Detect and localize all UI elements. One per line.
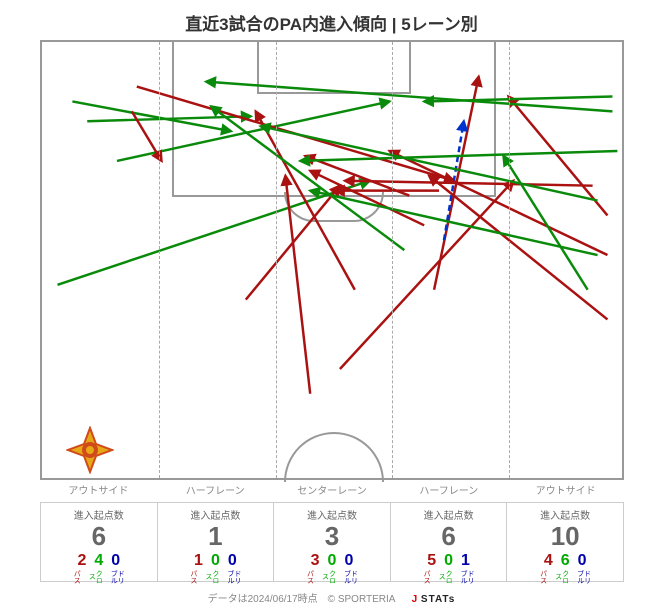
penalty-arc <box>284 192 384 222</box>
brand-stats: STATs <box>417 594 455 605</box>
arrow-cross <box>503 156 587 290</box>
cross-label: クロス <box>205 569 219 585</box>
chart-title: 直近3試合のPA内進入傾向 | 5レーン別 <box>0 10 663 35</box>
pass-label: パス <box>306 569 313 585</box>
pass-count: 1 <box>194 553 203 569</box>
lane-block: 進入起点数6501パスクロスドリブル <box>391 503 508 581</box>
dribble-label: ドリブル <box>460 569 474 585</box>
cross-count: 0 <box>328 553 337 569</box>
entry-label: 進入起点数 <box>391 507 507 522</box>
dribble-count: 0 <box>344 553 353 569</box>
dribble-count: 0 <box>228 553 237 569</box>
lane-label: アウトサイド <box>507 482 624 502</box>
lane-label: アウトサイド <box>40 482 157 502</box>
arrow-pass <box>132 111 162 161</box>
lane-block: 進入起点数6240パスクロスドリブル <box>41 503 158 581</box>
entry-count: 6 <box>391 522 507 551</box>
arrow-pass <box>508 97 607 216</box>
pass-count: 2 <box>77 553 86 569</box>
center-circle <box>284 432 384 482</box>
entry-label: 進入起点数 <box>274 507 390 522</box>
chart-container: 直近3試合のPA内進入傾向 | 5レーン別 アウトサイドハーフレーンセンターレー… <box>0 0 663 611</box>
six-yard-box <box>257 42 411 94</box>
pass-count: 4 <box>544 553 553 569</box>
dribble-label: ドリブル <box>577 569 591 585</box>
dribble-count: 0 <box>578 553 587 569</box>
entry-label: 進入起点数 <box>507 507 623 522</box>
cross-count: 6 <box>561 553 570 569</box>
entry-count: 1 <box>158 522 274 551</box>
pitch <box>40 40 624 480</box>
lane-labels: アウトサイドハーフレーンセンターレーンハーフレーンアウトサイド <box>40 482 624 502</box>
pass-count: 3 <box>311 553 320 569</box>
dribble-label: ドリブル <box>227 569 241 585</box>
cross-label: クロス <box>438 569 452 585</box>
entry-count: 3 <box>274 522 390 551</box>
pass-label: パス <box>190 569 197 585</box>
cross-label: クロス <box>88 569 102 585</box>
lane-stats: 進入起点数6240パスクロスドリブル進入起点数1100パスクロスドリブル進入起点… <box>40 502 624 582</box>
cross-label: クロス <box>555 569 569 585</box>
dribble-count: 0 <box>111 553 120 569</box>
arrow-pass <box>429 176 607 320</box>
pitch-wrap <box>40 40 624 480</box>
lane-label: ハーフレーン <box>157 482 274 502</box>
cross-count: 4 <box>94 553 103 569</box>
entry-label: 進入起点数 <box>41 507 157 522</box>
pass-label: パス <box>73 569 80 585</box>
entry-count: 6 <box>41 522 157 551</box>
dribble-label: ドリブル <box>343 569 357 585</box>
footer-text: データは2024/06/17時点 © SPORTERIA <box>208 594 395 605</box>
cross-count: 0 <box>444 553 453 569</box>
pass-label: パス <box>423 569 430 585</box>
lane-block: 進入起点数1100パスクロスドリブル <box>158 503 275 581</box>
team-logo <box>66 426 114 474</box>
footer: データは2024/06/17時点 © SPORTERIA J STATs <box>0 590 663 605</box>
pass-label: パス <box>540 569 547 585</box>
dribble-label: ドリブル <box>110 569 124 585</box>
lane-label: ハーフレーン <box>390 482 507 502</box>
lane-block: 進入起点数10460パスクロスドリブル <box>507 503 623 581</box>
entry-count: 10 <box>507 522 623 551</box>
lane-block: 進入起点数3300パスクロスドリブル <box>274 503 391 581</box>
cross-count: 0 <box>211 553 220 569</box>
cross-label: クロス <box>321 569 335 585</box>
lane-label: センターレーン <box>274 482 391 502</box>
dribble-count: 1 <box>461 553 470 569</box>
pass-count: 5 <box>427 553 436 569</box>
entry-label: 進入起点数 <box>158 507 274 522</box>
